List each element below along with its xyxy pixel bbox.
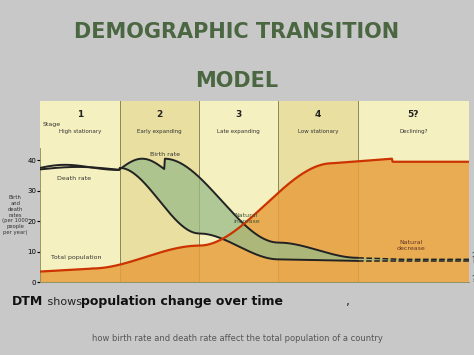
Text: Early expanding: Early expanding	[137, 129, 182, 134]
Text: Birth
and
death
rates
(per 1000
people
per year): Birth and death rates (per 1000 people p…	[2, 195, 28, 235]
Bar	[119, 148, 199, 282]
Text: 5?: 5?	[408, 110, 419, 119]
Text: ,: ,	[346, 295, 350, 308]
Text: Birth rate: Birth rate	[150, 152, 180, 157]
Text: DEMOGRAPHIC TRANSITION: DEMOGRAPHIC TRANSITION	[74, 22, 400, 42]
Text: population change over time: population change over time	[82, 295, 283, 308]
Text: Death rate: Death rate	[57, 176, 91, 181]
Text: High stationary: High stationary	[59, 129, 101, 134]
Text: ?: ?	[472, 252, 474, 261]
Text: Declining?: Declining?	[399, 129, 428, 134]
Bar	[199, 148, 278, 282]
Text: 4: 4	[315, 110, 321, 119]
Text: ?: ?	[472, 275, 474, 284]
Text: Natural
increase: Natural increase	[233, 213, 259, 224]
Text: 1: 1	[77, 110, 83, 119]
Text: 3: 3	[236, 110, 242, 119]
Text: Stage: Stage	[43, 122, 61, 127]
Text: Late expanding: Late expanding	[217, 129, 260, 134]
Text: Total population: Total population	[51, 255, 101, 260]
Bar	[40, 148, 119, 282]
Text: ?: ?	[472, 256, 474, 266]
Text: shows: shows	[44, 297, 89, 307]
Bar	[278, 148, 358, 282]
Text: how birth rate and death rate affect the total population of a country: how birth rate and death rate affect the…	[91, 334, 383, 344]
Text: MODEL: MODEL	[195, 71, 279, 91]
Text: Natural
decrease: Natural decrease	[397, 240, 426, 251]
Bar	[119, 101, 199, 148]
Bar	[199, 101, 278, 148]
Text: Low stationary: Low stationary	[298, 129, 338, 134]
Bar	[358, 148, 469, 282]
Text: DTM: DTM	[12, 295, 43, 308]
Bar	[40, 101, 119, 148]
Bar	[358, 101, 469, 148]
Bar	[278, 101, 358, 148]
Text: 2: 2	[156, 110, 163, 119]
